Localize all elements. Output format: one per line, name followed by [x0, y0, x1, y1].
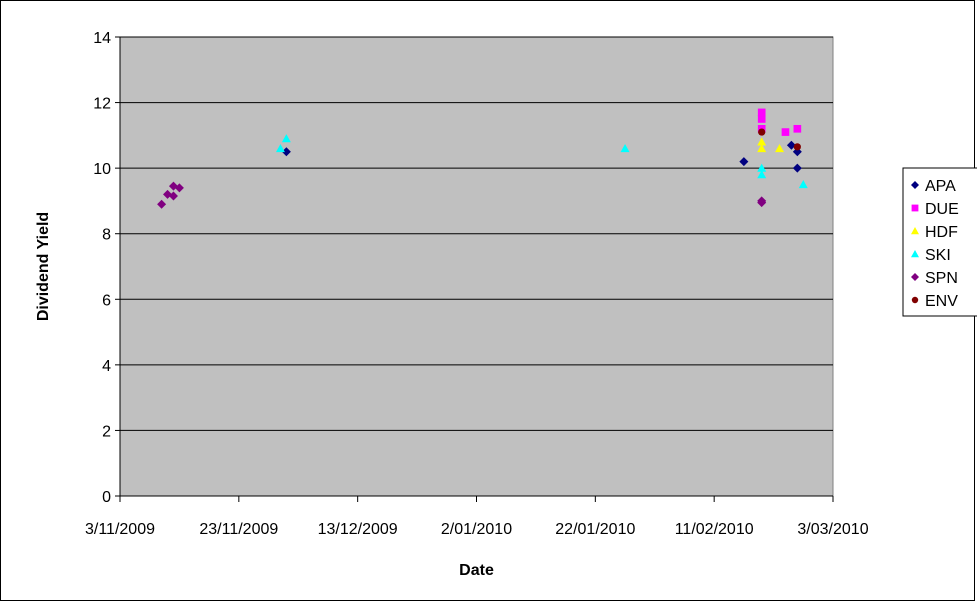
data-point-env [793, 143, 801, 151]
data-point-ski [620, 143, 630, 153]
x-tick-label: 22/01/2010 [555, 521, 635, 538]
x-tick-label: 3/11/2009 [85, 521, 155, 538]
series-hdf [757, 137, 785, 153]
data-point-spn [174, 183, 184, 193]
data-point-apa [739, 157, 749, 167]
legend-marker-apa [911, 181, 919, 189]
legend-label-hdf: HDF [925, 224, 958, 241]
data-point-spn [757, 198, 767, 208]
series-spn [157, 181, 767, 209]
y-tick-label: 10 [93, 161, 111, 178]
data-point-apa [792, 163, 802, 173]
data-point-spn [157, 199, 167, 209]
data-point-due [793, 124, 802, 133]
y-axis-title: Dividend Yield [35, 212, 52, 321]
data-point-apa [786, 140, 796, 150]
data-point-hdf [775, 143, 785, 153]
y-tick-label: 6 [102, 292, 111, 309]
data-point-due [781, 128, 790, 136]
data-point-spn [168, 191, 178, 201]
y-tick-label: 4 [102, 358, 111, 375]
x-tick-label: 2/01/2010 [441, 521, 512, 538]
series-apa [281, 140, 802, 173]
y-tick-label: 2 [102, 423, 111, 440]
plot-area [119, 36, 834, 497]
y-tick-label: 14 [93, 30, 111, 47]
data-point-env [758, 128, 766, 136]
y-tick-label: 0 [102, 489, 111, 506]
legend-marker-hdf [911, 227, 919, 235]
x-axis-title: Date [459, 562, 494, 579]
data-point-ski [757, 163, 767, 172]
legend-marker-env [911, 296, 919, 304]
data-point-ski [281, 134, 291, 143]
legend-label-apa: APA [925, 178, 956, 195]
x-tick-label: 23/11/2009 [199, 521, 278, 538]
data-point-ski [757, 170, 767, 179]
legend-label-due: DUE [925, 201, 959, 218]
series-env [758, 128, 801, 151]
legend-marker-spn [911, 273, 919, 281]
y-tick-label: 8 [102, 227, 111, 244]
legend-box [902, 167, 977, 317]
data-point-apa [281, 147, 291, 157]
data-point-hdf [757, 137, 767, 146]
x-tick-label: 11/02/2010 [675, 521, 754, 538]
data-point-due [757, 115, 766, 123]
series-ski [275, 134, 808, 189]
x-axis-ticks: 3/11/2009 23/11/2009 13/12/2009 2/01/2010 22… [85, 496, 869, 538]
legend-marker-ski [911, 250, 919, 258]
legend-label-ski: SKI [925, 247, 951, 264]
data-point-ski [798, 180, 808, 189]
data-point-ski [275, 143, 285, 153]
legend-label-spn: SPN [925, 270, 958, 287]
gridlines [120, 36, 833, 431]
data-point-due [757, 108, 766, 117]
y-tick-label: 12 [93, 96, 111, 113]
data-points [157, 108, 808, 209]
y-axis-ticks: 0 2 4 6 8 10 12 14 [93, 30, 120, 506]
data-point-hdf [757, 143, 767, 153]
x-tick-label: 3/03/2010 [797, 521, 868, 538]
x-tick-label: 13/12/2009 [318, 521, 398, 538]
legend: APA DUE HDF SKI SPN ENV [902, 167, 977, 317]
legend-marker-due [911, 204, 919, 212]
legend-label-env: ENV [925, 293, 958, 310]
